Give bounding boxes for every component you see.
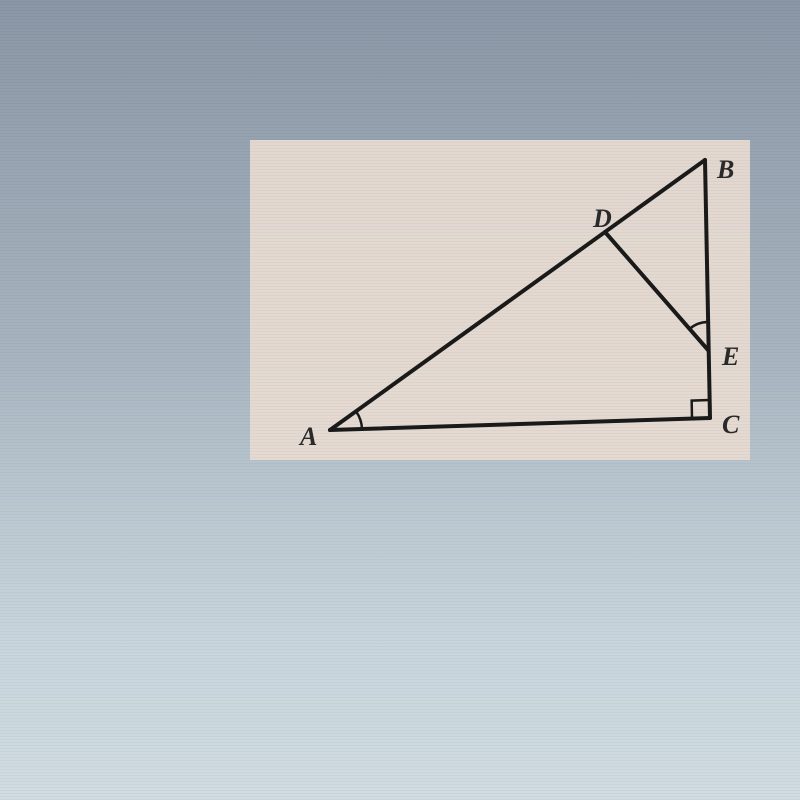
diagram-svg	[250, 140, 750, 460]
geometry-diagram: A B C D E	[250, 140, 750, 460]
vertex-label-a: A	[300, 422, 317, 452]
vertex-label-e: E	[722, 342, 739, 372]
vertex-label-c: C	[722, 410, 739, 440]
vertex-label-d: D	[593, 204, 612, 234]
vertex-label-b: B	[717, 155, 734, 185]
